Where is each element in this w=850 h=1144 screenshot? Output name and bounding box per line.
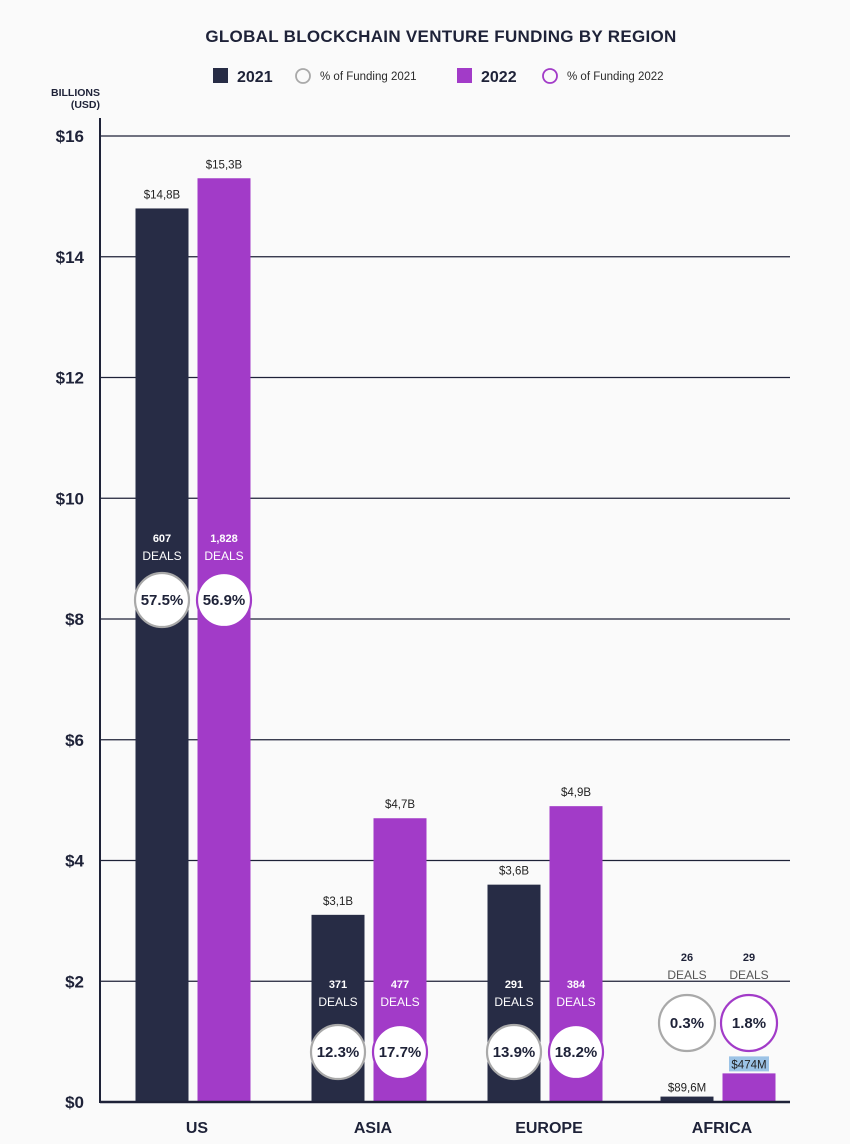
y-tick-label: $6 [65, 731, 84, 750]
legend-ring-2021 [295, 68, 311, 84]
pct-funding-ring-2021-asia [309, 1023, 367, 1081]
deal-label: DEALS [556, 995, 595, 1009]
deal-label: DEALS [729, 968, 768, 982]
deal-label: DEALS [204, 549, 243, 563]
legend-swatch-2021 [213, 68, 228, 83]
deal-count: 371 [329, 979, 347, 991]
chart-title: GLOBAL BLOCKCHAIN VENTURE FUNDING BY REG… [205, 27, 676, 46]
bar-2022-africa [722, 1073, 776, 1102]
value-label: $474M [731, 1059, 766, 1071]
legend-ring-2022 [542, 68, 558, 84]
y-tick-label: $10 [56, 489, 84, 508]
pct-funding-ring-2022-africa [719, 993, 779, 1053]
pct-funding-label: 56.9% [203, 592, 246, 609]
deal-label: DEALS [380, 995, 419, 1009]
deal-label: DEALS [142, 549, 181, 563]
pct-funding-ring-2022-us [195, 571, 253, 629]
y-tick-label: $14 [56, 248, 85, 267]
deal-label: DEALS [494, 995, 533, 1009]
pct-funding-ring-2022-asia [371, 1023, 429, 1081]
value-label: $15,3B [206, 159, 243, 171]
value-label: $3,1B [323, 896, 353, 908]
deal-count: 477 [391, 979, 409, 991]
value-label: $14,8B [144, 189, 181, 201]
deal-count: 384 [567, 979, 586, 991]
legend-label-pct-2021: % of Funding 2021 [320, 71, 417, 83]
legend-label-pct-2022: % of Funding 2022 [567, 71, 664, 83]
value-label: $3,6B [499, 866, 529, 878]
pct-funding-label: 13.9% [493, 1044, 536, 1061]
deal-count: 26 [681, 952, 693, 964]
bar-2022-us [197, 178, 251, 1102]
y-tick-label: $2 [65, 972, 84, 991]
y-tick-label: $16 [56, 127, 84, 146]
deal-count: 1,828 [210, 533, 238, 545]
bar-2021-africa [660, 1096, 714, 1102]
value-label: $4,7B [385, 799, 415, 811]
y-axis-unit-line2: (USD) [71, 99, 100, 111]
pct-funding-ring-2021-europe [485, 1023, 543, 1081]
deal-count: 291 [505, 979, 523, 991]
legend-label-2021: 2021 [237, 69, 273, 86]
pct-funding-label: 12.3% [317, 1044, 360, 1061]
pct-funding-ring-2021-us [133, 571, 191, 629]
value-label-highlight [729, 1056, 769, 1072]
pct-funding-label: 18.2% [555, 1044, 598, 1061]
legend-label-2022: 2022 [481, 69, 517, 86]
deal-count: 607 [153, 533, 171, 545]
legend-swatch-2022 [457, 68, 472, 83]
pct-funding-ring-2022-europe [547, 1023, 605, 1081]
pct-funding-ring-2021-africa [657, 993, 717, 1053]
value-label: $89,6M [668, 1083, 706, 1095]
pct-funding-label: 0.3% [670, 1015, 704, 1032]
deal-label: DEALS [318, 995, 357, 1009]
y-tick-label: $12 [56, 369, 84, 388]
y-tick-label: $0 [65, 1093, 84, 1112]
deal-count: 29 [743, 952, 755, 964]
y-tick-label: $4 [65, 852, 84, 871]
pct-funding-label: 1.8% [732, 1015, 766, 1032]
x-tick-label: AFRICA [692, 1120, 753, 1137]
pct-funding-label: 57.5% [141, 592, 184, 609]
x-tick-label: ASIA [354, 1120, 393, 1137]
y-axis-unit-line1: BILLIONS [51, 87, 100, 99]
x-tick-label: EUROPE [515, 1120, 583, 1137]
pct-funding-label: 17.7% [379, 1044, 422, 1061]
deal-label: DEALS [667, 968, 706, 982]
x-tick-label: US [186, 1120, 209, 1137]
bar-2021-us [135, 208, 189, 1102]
value-label: $4,9B [561, 787, 591, 799]
y-tick-label: $8 [65, 610, 84, 629]
